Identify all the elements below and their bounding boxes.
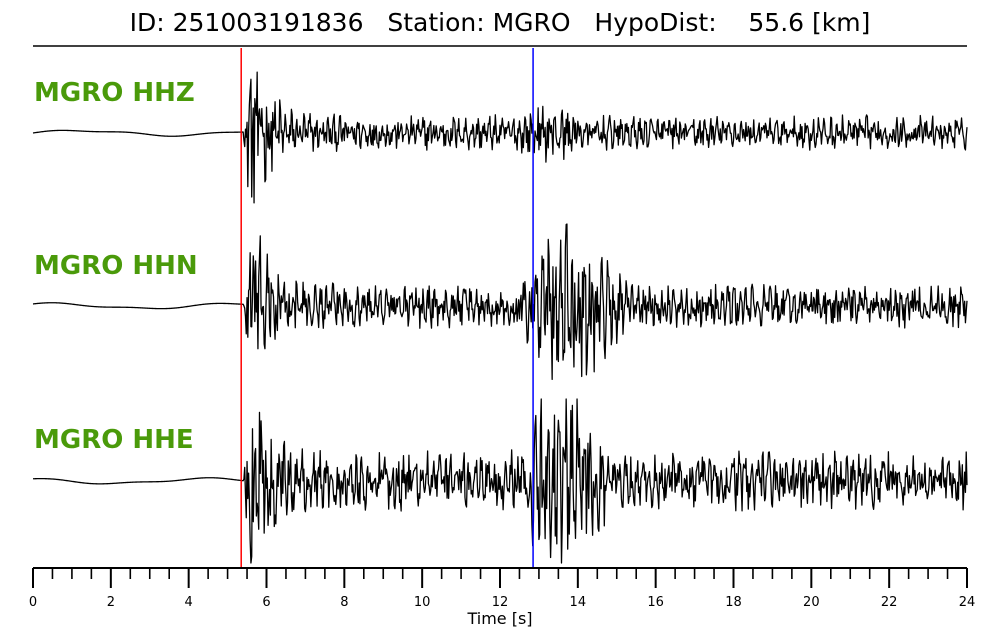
x-tick-label: 14 [570,595,587,610]
traces-group: MGRO HHZ MGRO HHN MGRO HHE [32,71,968,564]
x-axis-label: Time [s] [466,609,532,628]
x-tick-label: 10 [414,595,431,610]
x-tick-label: 6 [262,595,270,610]
trace-waveform [32,223,968,381]
x-axis: 0 2 4 6 8 10 12 14 16 18 20 22 24 [29,567,976,610]
x-tick-label: 0 [29,595,37,610]
trace-waveform [32,71,968,204]
x-tick-label: 4 [185,595,193,610]
x-tick-label: 8 [340,595,348,610]
x-tick-label: 12 [492,595,509,610]
trace-label: MGRO HHE [34,425,194,455]
trace-label: MGRO HHN [34,251,198,281]
picks-group [240,48,534,568]
x-tick-label: 24 [959,595,976,610]
trace-label: MGRO HHZ [34,78,195,108]
trace-3: MGRO HHE [32,398,968,564]
x-tick-label: 16 [647,595,664,610]
x-tick-label: 22 [881,595,898,610]
trace-waveform [32,398,968,564]
x-tick-label: 20 [803,595,820,610]
chart-title: ID: 251003191836 Station: MGRO HypoDist:… [129,8,871,37]
trace-2: MGRO HHN [32,223,968,381]
x-tick-label: 18 [725,595,742,610]
trace-1: MGRO HHZ [32,71,968,204]
x-tick-label: 2 [107,595,115,610]
